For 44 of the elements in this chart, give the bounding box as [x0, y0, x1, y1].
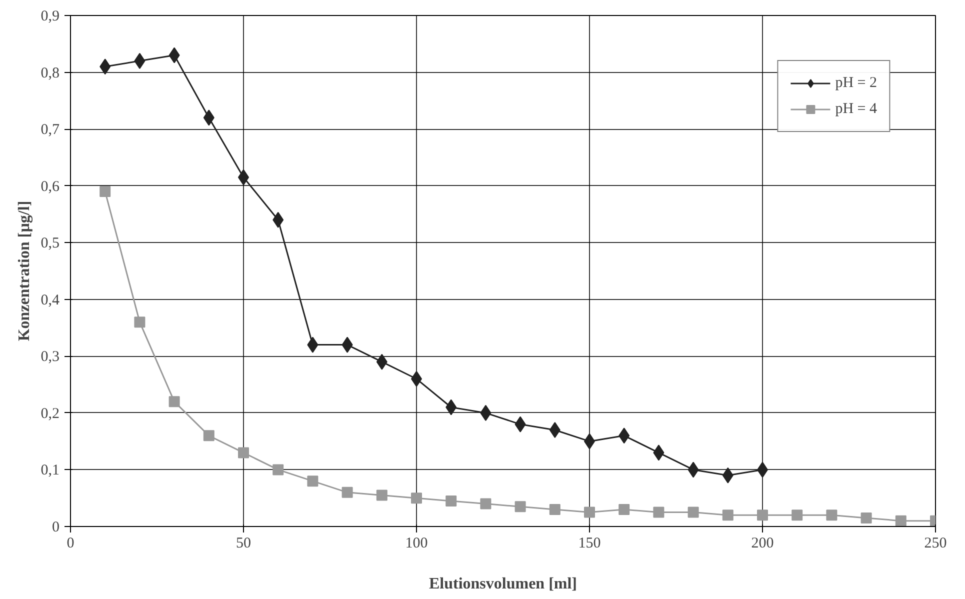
y-tick-label: 0,4 — [40, 292, 60, 308]
point — [792, 510, 803, 521]
point — [722, 510, 734, 521]
point — [134, 316, 146, 328]
point — [446, 495, 457, 506]
point — [688, 506, 699, 518]
point — [480, 498, 492, 510]
point — [826, 510, 838, 521]
point — [376, 490, 388, 501]
point — [653, 506, 664, 518]
x-tick-label: 250 — [924, 536, 947, 552]
x-tick-label: 100 — [405, 536, 428, 552]
y-tick-label: 0,9 — [40, 8, 60, 24]
y-tick-label: 0,5 — [40, 236, 60, 252]
y-axis-title: Konzentration [µg/l] — [16, 200, 33, 342]
point — [342, 486, 353, 498]
point — [307, 476, 318, 487]
point — [100, 186, 111, 198]
x-axis-title: Elutionsvolumen [ml] — [428, 576, 578, 592]
legend-label: pH = 2 — [835, 74, 877, 92]
point — [203, 430, 214, 442]
point — [272, 464, 284, 476]
point — [584, 506, 595, 518]
point — [860, 512, 872, 524]
y-tick-label: 0 — [52, 520, 60, 536]
y-tick-label: 0,7 — [40, 122, 60, 138]
point — [618, 504, 630, 515]
point — [549, 504, 560, 515]
point — [411, 492, 422, 504]
point — [514, 501, 526, 512]
point — [757, 510, 768, 521]
x-tick-label: 0 — [66, 536, 74, 552]
point — [895, 515, 906, 526]
y-tick-label: 0,3 — [40, 349, 60, 366]
x-tick-label: 200 — [751, 536, 774, 552]
x-tick-label: 50 — [236, 536, 251, 552]
legend-label: pH = 4 — [835, 100, 877, 118]
x-tick-label: 150 — [578, 536, 601, 552]
y-tick-label: 0,8 — [40, 65, 60, 82]
point — [168, 396, 180, 408]
point — [238, 447, 249, 458]
y-tick-label: 0,6 — [40, 178, 60, 195]
y-tick-label: 0,2 — [40, 406, 60, 422]
y-tick-label: 0,1 — [40, 462, 60, 479]
